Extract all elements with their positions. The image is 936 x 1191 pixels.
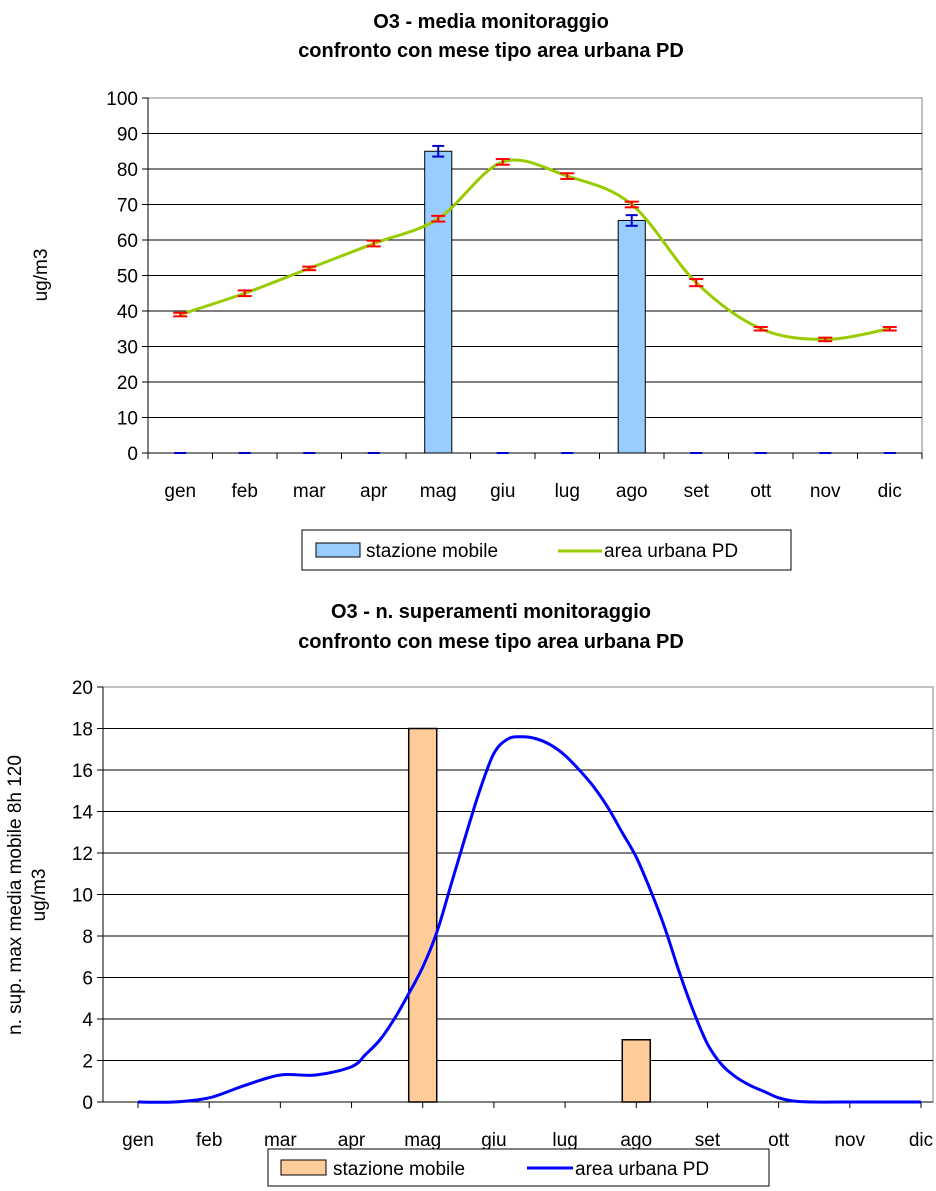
x-tick-label: mar xyxy=(264,1130,297,1151)
line-error-gen xyxy=(173,311,188,318)
legend-label-area-urbana: area urbana PD xyxy=(575,1159,709,1180)
x-tick-label: lug xyxy=(552,1130,577,1151)
x-tick-label: mag xyxy=(420,481,457,502)
chart-title: O3 - media monitoraggio xyxy=(373,11,609,33)
y-tick-label: 40 xyxy=(117,302,138,323)
y-tick-label: 18 xyxy=(72,720,93,741)
y-tick-label: 60 xyxy=(117,231,138,252)
x-tick-label: gen xyxy=(164,481,196,502)
y-tick-label: 20 xyxy=(72,678,93,699)
y-tick-label: 14 xyxy=(72,803,94,824)
y-tick-label: 10 xyxy=(117,409,138,430)
chart-subtitle: confronto con mese tipo area urbana PD xyxy=(298,40,684,62)
x-tick-label: set xyxy=(684,481,710,502)
x-tick-label: dic xyxy=(909,1130,933,1151)
y-tick-label: 8 xyxy=(82,927,93,948)
y-tick-label: 100 xyxy=(106,89,138,110)
line-error-mar xyxy=(302,265,317,272)
y-tick-label: 80 xyxy=(117,160,138,181)
bar-error-mag xyxy=(432,144,445,158)
legend-swatch-bar xyxy=(280,1159,327,1176)
legend: stazione mobile area urbana PD xyxy=(267,1148,770,1187)
x-tick-label: ago xyxy=(616,481,648,502)
x-tick-label: lug xyxy=(555,481,580,502)
y-tick-label: 10 xyxy=(72,886,93,907)
x-tick-label: ago xyxy=(620,1130,652,1151)
bar-mag xyxy=(407,727,438,1103)
bar-mag xyxy=(424,150,453,454)
chart-title: O3 - n. superamenti monitoraggio xyxy=(331,601,651,623)
bar-ago xyxy=(617,219,646,454)
y-tick-label: 0 xyxy=(127,444,138,465)
chart-o3-media: O3 - media monitoraggio confronto con me… xyxy=(31,11,923,571)
x-tick-label: set xyxy=(695,1130,721,1151)
legend-label-stazione-mobile: stazione mobile xyxy=(333,1159,465,1180)
x-tick-label: feb xyxy=(196,1130,222,1151)
line-error-nov xyxy=(818,336,833,343)
y-tick-label: 2 xyxy=(82,1052,93,1073)
y-tick-label: 12 xyxy=(72,844,93,865)
legend-label-stazione-mobile: stazione mobile xyxy=(366,541,498,562)
x-tick-label: ott xyxy=(750,481,772,502)
legend: stazione mobile area urbana PD xyxy=(301,529,792,571)
line-error-giu xyxy=(495,158,510,166)
y-tick-label: 70 xyxy=(117,196,138,217)
x-tick-label: mar xyxy=(293,481,326,502)
y-tick-label: 16 xyxy=(72,761,93,782)
x-tick-label: apr xyxy=(338,1130,366,1151)
line-error-ago xyxy=(624,200,639,209)
y-tick-label: 50 xyxy=(117,267,138,288)
line-error-dic xyxy=(882,325,897,332)
line-area-urbana xyxy=(137,735,921,1104)
line-error-lug xyxy=(560,172,575,180)
x-tick-label: nov xyxy=(810,481,841,502)
x-tick-label: nov xyxy=(834,1130,865,1151)
legend-box xyxy=(301,529,792,571)
bar-ago xyxy=(621,1039,652,1103)
x-tick-label: ott xyxy=(768,1130,790,1151)
y-tick-label: 30 xyxy=(117,338,138,359)
y-tick-label: 0 xyxy=(82,1093,93,1114)
x-tick-label: giu xyxy=(481,1130,506,1151)
y-tick-label: 6 xyxy=(82,969,93,990)
x-tick-label: dic xyxy=(878,481,902,502)
y-tick-label: 20 xyxy=(117,373,138,394)
x-tick-label: gen xyxy=(122,1130,154,1151)
x-tick-label: giu xyxy=(490,481,515,502)
y-axis-label-line2: ug/m3 xyxy=(29,869,50,922)
chart-subtitle: confronto con mese tipo area urbana PD xyxy=(298,631,684,653)
y-axis-label: ug/m3 xyxy=(31,249,52,302)
legend-swatch-bar xyxy=(315,542,361,558)
y-tick-label: 90 xyxy=(117,125,138,146)
line-error-set xyxy=(689,278,704,288)
line-error-feb xyxy=(237,289,252,298)
line-error-apr xyxy=(366,239,381,248)
line-error-ott xyxy=(753,325,768,332)
x-tick-label: feb xyxy=(232,481,258,502)
y-axis-label-line1: n. sup. max media mobile 8h 120 xyxy=(5,755,26,1035)
legend-label-area-urbana: area urbana PD xyxy=(604,541,738,562)
x-tick-label: mag xyxy=(404,1130,441,1151)
legend-box xyxy=(267,1148,770,1187)
bar-error-ago xyxy=(625,214,638,227)
line-error-mag xyxy=(431,214,446,223)
x-tick-label: apr xyxy=(360,481,388,502)
y-tick-label: 4 xyxy=(82,1010,93,1031)
chart-o3-superamenti: O3 - n. superamenti monitoraggio confron… xyxy=(5,601,934,1187)
